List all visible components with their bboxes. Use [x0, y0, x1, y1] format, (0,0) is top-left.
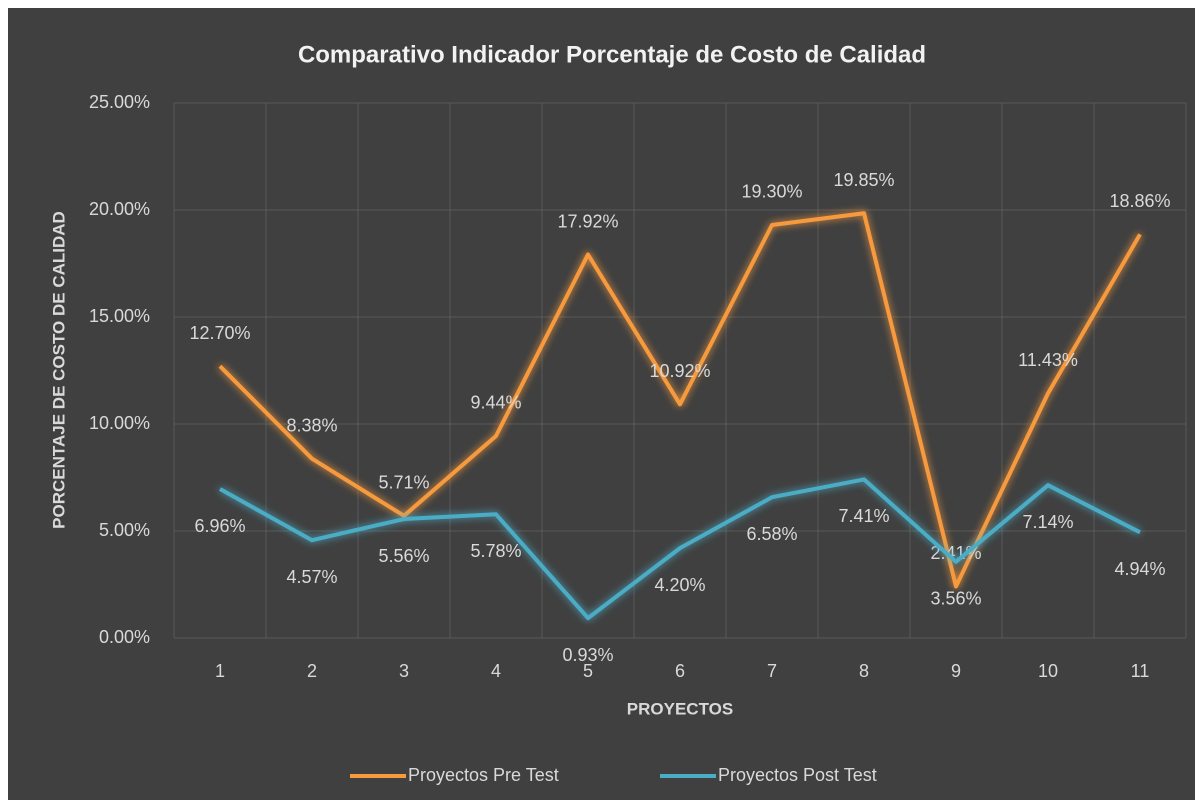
data-label: 8.38% — [286, 415, 337, 435]
data-label: 17.92% — [557, 211, 618, 231]
x-tick-label: 8 — [859, 661, 869, 681]
series-line — [218, 211, 1142, 589]
data-label: 4.94% — [1114, 559, 1165, 579]
x-tick-label: 10 — [1038, 661, 1058, 681]
data-label: 11.43% — [1018, 350, 1078, 370]
chart-background — [8, 8, 1195, 800]
legend-label: Proyectos Pre Test — [408, 765, 559, 785]
legend: Proyectos Pre Test Proyectos Post Test — [350, 765, 877, 785]
data-label: 9.44% — [470, 393, 521, 413]
plot: 12.70% 8.38% 5.71% 9.44% 17.92% 10.92% 19.30% 1… — [189, 170, 1170, 665]
y-tick-label: 5.00% — [99, 520, 150, 540]
y-tick-label: 15.00% — [89, 306, 150, 326]
data-label: 6.58% — [746, 524, 797, 544]
data-label: 6.96% — [194, 516, 245, 536]
data-label: 0.93% — [562, 645, 613, 665]
data-label: 5.56% — [378, 546, 429, 566]
x-axis-title: PROYECTOS — [627, 699, 733, 718]
data-label: 19.85% — [833, 170, 894, 190]
x-tick-label: 11 — [1131, 661, 1150, 681]
grid: 0.00% 5.00% 10.00% 15.00% 20.00% 25.00% 1 2 3 4 5 6… — [89, 92, 1187, 681]
data-label: 12.70% — [189, 323, 250, 343]
x-tick-label: 2 — [307, 661, 317, 681]
x-tick-label: 4 — [491, 661, 501, 681]
x-tick-label: 3 — [399, 661, 409, 681]
data-label: 4.20% — [654, 575, 705, 595]
data-label: 5.78% — [470, 541, 521, 561]
series-line — [219, 477, 1141, 621]
x-tick-label: 7 — [767, 661, 777, 681]
x-tick-label: 6 — [675, 661, 685, 681]
data-label: 10.92% — [649, 361, 710, 381]
x-tick-label: 5 — [583, 661, 593, 681]
y-tick-label: 25.00% — [89, 92, 150, 112]
x-tick-label: 1 — [215, 661, 225, 681]
y-tick-label: 20.00% — [89, 199, 150, 219]
data-label: 5.71% — [378, 473, 429, 493]
y-tick-label: 10.00% — [89, 413, 150, 433]
chart-title: Comparativo Indicador Porcentaje de Cost… — [298, 41, 926, 68]
legend-label: Proyectos Post Test — [718, 765, 877, 785]
data-label: 7.41% — [838, 506, 889, 526]
y-axis-title: PORCENTAJE DE COSTO DE CALIDAD — [49, 211, 68, 529]
data-label: 18.86% — [1109, 191, 1170, 211]
data-label: 4.57% — [286, 567, 337, 587]
data-label: 19.30% — [741, 182, 802, 202]
data-label: 7.14% — [1022, 512, 1073, 532]
data-label: 3.56% — [930, 589, 981, 609]
x-tick-label: 9 — [951, 661, 961, 681]
y-tick-label: 0.00% — [99, 627, 150, 647]
